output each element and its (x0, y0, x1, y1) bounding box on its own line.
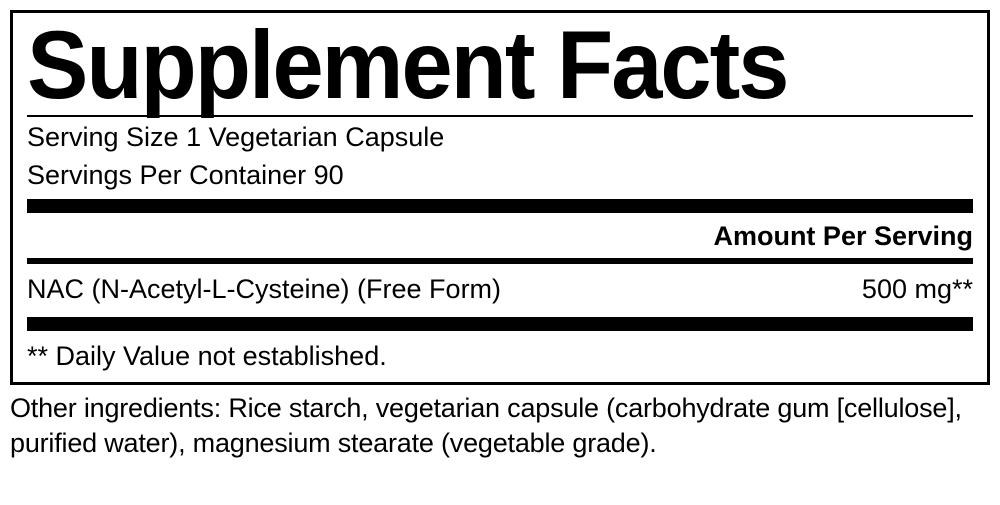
ingredient-row: NAC (N-Acetyl-L-Cysteine) (Free Form) 50… (27, 268, 973, 311)
amount-per-serving-header: Amount Per Serving (27, 219, 973, 254)
serving-size: Serving Size 1 Vegetarian Capsule (27, 121, 973, 155)
supplement-facts-panel: Supplement Facts Serving Size 1 Vegetari… (10, 10, 990, 385)
servings-per-container: Servings Per Container 90 (27, 159, 973, 193)
daily-value-footnote: ** Daily Value not established. (27, 337, 973, 374)
ingredient-amount: 500 mg** (862, 274, 973, 305)
divider-thick (27, 317, 973, 331)
ingredient-name: NAC (N-Acetyl-L-Cysteine) (Free Form) (27, 274, 501, 305)
other-ingredients: Other ingredients: Rice starch, vegetari… (10, 391, 990, 461)
panel-title: Supplement Facts (27, 13, 973, 114)
divider-thick (27, 199, 973, 213)
divider-med (27, 258, 973, 264)
